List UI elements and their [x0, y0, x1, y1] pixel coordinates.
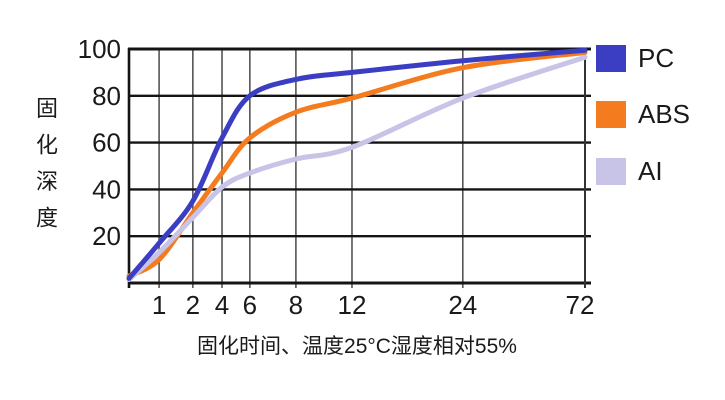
- legend-swatch-pc: [596, 45, 626, 72]
- y-axis-title-char: 固: [36, 96, 58, 121]
- y-tick-label: 100: [78, 34, 121, 64]
- legend: PC ABS AI: [596, 43, 690, 186]
- series-line-abs: [126, 50, 588, 279]
- y-tick-labels: 100 80 60 40 20: [78, 34, 121, 251]
- y-axis-title-char: 度: [36, 206, 58, 231]
- x-tick-label: 12: [338, 290, 367, 320]
- legend-item-ai: AI: [596, 156, 663, 186]
- legend-label: PC: [638, 43, 674, 73]
- x-tick-label: 72: [566, 290, 595, 320]
- legend-swatch-ai: [596, 158, 626, 185]
- y-tick-label: 40: [92, 174, 121, 204]
- x-axis-title: 固化时间、温度25°C湿度相对55%: [197, 335, 517, 358]
- y-tick-label: 60: [92, 128, 121, 158]
- y-axis-title-char: 深: [36, 169, 58, 194]
- plot-border: [127, 47, 591, 288]
- x-tick-label: 6: [243, 290, 257, 320]
- legend-label: ABS: [638, 99, 690, 129]
- legend-item-abs: ABS: [596, 99, 690, 129]
- x-tick-label: 24: [448, 290, 477, 320]
- legend-label: AI: [638, 156, 663, 186]
- legend-item-pc: PC: [596, 43, 674, 73]
- y-axis-title-char: 化: [36, 133, 58, 158]
- series-line-ai: [126, 54, 588, 282]
- series-line-pc: [126, 47, 588, 281]
- x-tick-label: 1: [152, 290, 166, 320]
- x-tick-labels: 1 2 4 6 8 12 24 72: [152, 290, 595, 320]
- x-tick-label: 2: [186, 290, 200, 320]
- y-tick-label: 20: [92, 221, 121, 251]
- legend-swatch-abs: [596, 101, 626, 128]
- series-curves: [126, 47, 588, 282]
- y-tick-label: 80: [92, 81, 121, 111]
- x-gridlines: [158, 49, 586, 288]
- x-tick-label: 4: [215, 290, 229, 320]
- x-tick-label: 8: [289, 290, 303, 320]
